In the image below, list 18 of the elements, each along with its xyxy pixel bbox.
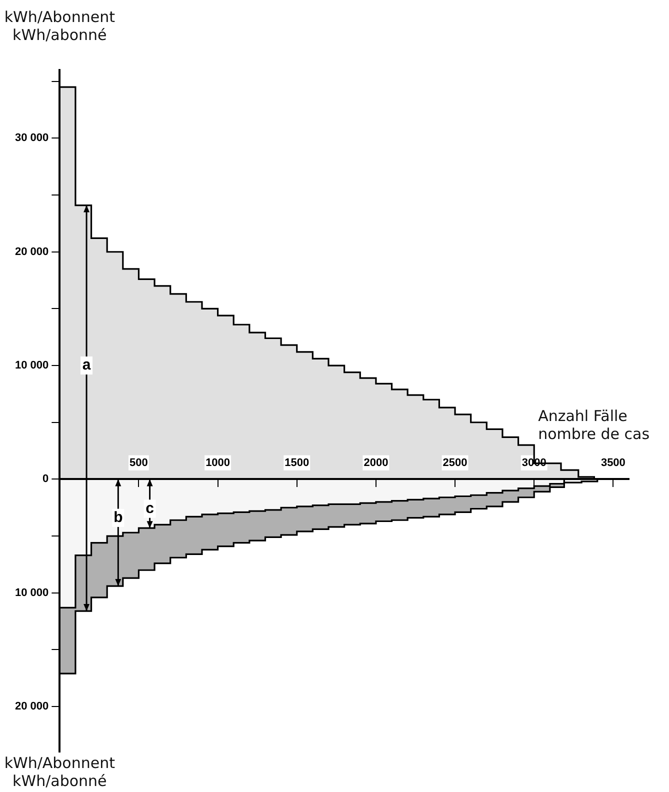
y-tick-label: 20 000 bbox=[14, 246, 49, 258]
x-tick-label: 2000 bbox=[364, 456, 388, 469]
y-tick-label: 0 bbox=[42, 473, 49, 486]
y-tick-label: 20 000 bbox=[14, 700, 49, 713]
x-tick-label: 2500 bbox=[442, 456, 468, 469]
x-tick-label: 1500 bbox=[284, 456, 310, 469]
y-axis-title: kWh/Abonnent kWh/abonné bbox=[3, 754, 116, 790]
annotation: b bbox=[114, 508, 123, 526]
text: kWh/Abonnent kWh/abonné bbox=[4, 8, 115, 44]
annotation: a bbox=[82, 356, 92, 374]
x-tick-label: 1000 bbox=[206, 456, 230, 469]
annotation: c bbox=[146, 500, 154, 517]
y-tick-label: 10 000 bbox=[14, 360, 49, 372]
x-tick-label: 3500 bbox=[600, 456, 626, 469]
y-tick-label: 30 000 bbox=[14, 132, 49, 144]
y-tick-label: 10 000 bbox=[14, 586, 49, 599]
x-tick-label: 500 bbox=[130, 456, 148, 469]
x-axis-title: Anzahl Fälle nombre de cas bbox=[538, 407, 650, 444]
